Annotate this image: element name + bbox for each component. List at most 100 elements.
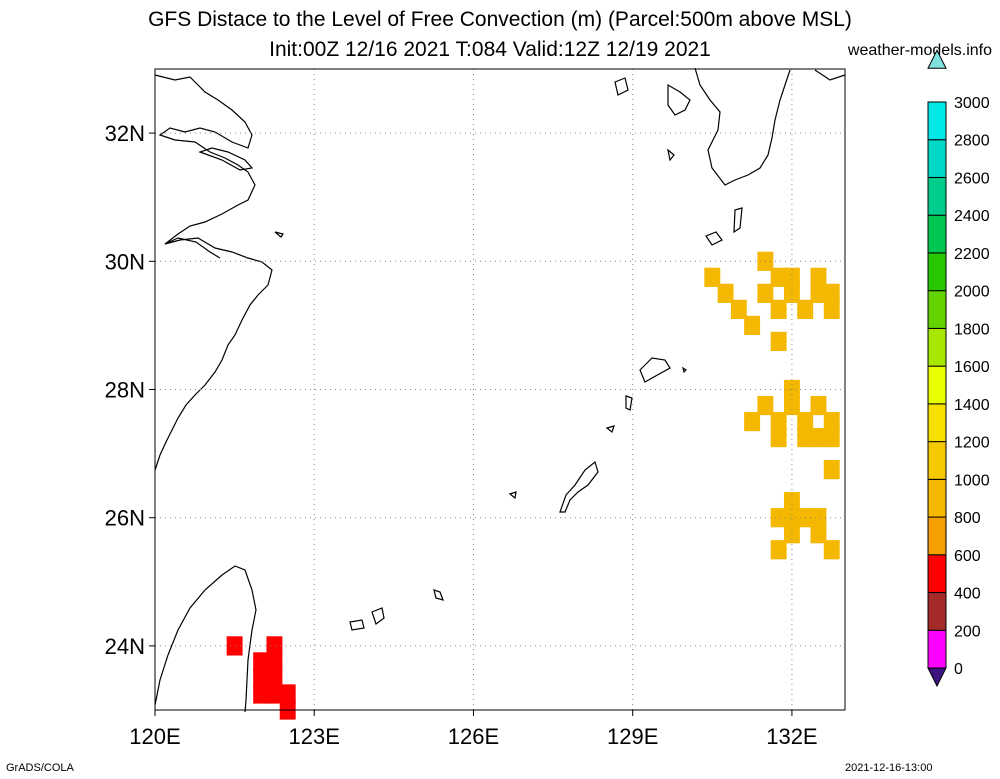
colorbar-label: 3000 [954, 95, 990, 112]
field-cell [770, 540, 787, 560]
island-amakusa [667, 148, 675, 162]
colorbar-label: 1600 [954, 359, 990, 376]
field-cell [797, 427, 814, 448]
field-cell [226, 636, 243, 656]
field-cell [783, 283, 800, 303]
field-cell [770, 267, 787, 287]
field-cell [823, 460, 840, 480]
colorbar-label: 2000 [954, 284, 990, 301]
field-cell [253, 652, 270, 672]
colorbar-swatch [927, 478, 947, 518]
colorbar-swatch [927, 252, 947, 292]
lon-tick-label: 132E [766, 724, 817, 749]
colorbar-swatch [927, 592, 947, 631]
chart-title: GFS Distace to the Level of Free Convect… [148, 8, 852, 31]
field-cell [810, 267, 827, 287]
island-amami [639, 357, 671, 383]
field-cell [797, 411, 814, 432]
colorbar-label: 2600 [954, 170, 990, 187]
field-cell [783, 492, 800, 512]
colorbar-legend: 0 200 400 600 800 1000 1200 1400 1600 1800 2000 220… [927, 49, 990, 688]
field-cell [783, 395, 800, 416]
lon-tick-label: 129E [607, 724, 658, 749]
lat-tick-labels: 24N 26N 28N 30N 32N [105, 121, 155, 659]
field-cell [744, 411, 761, 432]
colorbar-swatch [927, 365, 947, 405]
colorbar-high-arrow [927, 49, 947, 69]
field-cell [810, 395, 827, 416]
colorbar-label: 400 [954, 586, 981, 603]
colorbar-swatch [927, 327, 947, 367]
field-cell [797, 299, 814, 319]
field-cell [823, 427, 840, 448]
island-yakushima [705, 231, 723, 246]
field-cell [757, 395, 774, 416]
field-cell [823, 299, 840, 319]
colorbar-label: 1800 [954, 321, 990, 338]
colorbar-label: 1400 [954, 397, 990, 414]
coastline-taiwan [154, 565, 257, 713]
colorbar-label: 1200 [954, 435, 990, 452]
colorbar-swatch [927, 629, 947, 669]
field-cell [717, 283, 734, 303]
field-cell [770, 427, 787, 448]
lat-tick-label: 26N [105, 506, 145, 531]
field-layer [226, 251, 840, 720]
field-cell [730, 299, 747, 319]
island-shikoku-edge [814, 69, 846, 81]
field-cell [823, 540, 840, 560]
lat-tick-label: 30N [105, 249, 145, 274]
coastline-kyushu [694, 67, 791, 186]
lon-tick-label: 126E [448, 724, 499, 749]
lat-tick-label: 32N [105, 121, 145, 146]
field-cell [704, 267, 721, 287]
field-cell [744, 315, 761, 336]
field-cell [810, 508, 827, 528]
field-cell [770, 411, 787, 432]
field-cell [266, 668, 283, 688]
field-cell [770, 508, 787, 528]
coastline-hangzhou-bay [164, 237, 221, 259]
field-cell [810, 427, 827, 448]
coastline-china [154, 74, 273, 471]
field-cell [266, 636, 283, 656]
field-cell [783, 524, 800, 544]
colorbar-label: 600 [954, 548, 981, 565]
colorbar-swatch [927, 516, 947, 556]
colorbar-label: 0 [954, 661, 963, 678]
colorbar-swatch [927, 101, 947, 141]
colorbar-swatch [927, 554, 947, 594]
coastline-kyushu-west [667, 83, 691, 116]
footer-software: GrADS/COLA [6, 762, 74, 774]
island-ishigaki [371, 607, 385, 625]
colorbar-swatch [927, 176, 947, 216]
island-tokunoshima [625, 395, 633, 411]
coastline-layer [154, 67, 846, 713]
field-cell [810, 524, 827, 544]
colorbar-label: 2400 [954, 208, 990, 225]
field-cell [823, 283, 840, 303]
field-cell [279, 684, 296, 704]
island-small-683 [682, 366, 687, 374]
field-cell [770, 299, 787, 319]
island-kume [508, 491, 517, 500]
field-cell [757, 283, 774, 303]
lon-tick-labels: 120E 123E 126E 129E 132E [129, 710, 818, 749]
island-miyako [433, 589, 444, 601]
field-cell [266, 684, 283, 704]
colorbar-low-arrow [927, 667, 947, 688]
colorbar-swatch [927, 139, 947, 178]
island-tanegashima [733, 207, 743, 234]
colorbar-label: 200 [954, 623, 981, 640]
field-cell [770, 331, 787, 352]
lat-tick-label: 28N [105, 378, 145, 403]
colorbar-swatch [927, 403, 947, 443]
island-shengsi [274, 231, 284, 238]
island-okinawa [559, 460, 599, 513]
gridlines [155, 69, 845, 710]
field-cell [266, 652, 283, 672]
colorbar-swatch [927, 290, 947, 329]
footer-timestamp: 2021-12-16-13:00 [845, 762, 933, 774]
colorbar-label: 800 [954, 510, 981, 527]
colorbar-swatch [927, 441, 947, 480]
